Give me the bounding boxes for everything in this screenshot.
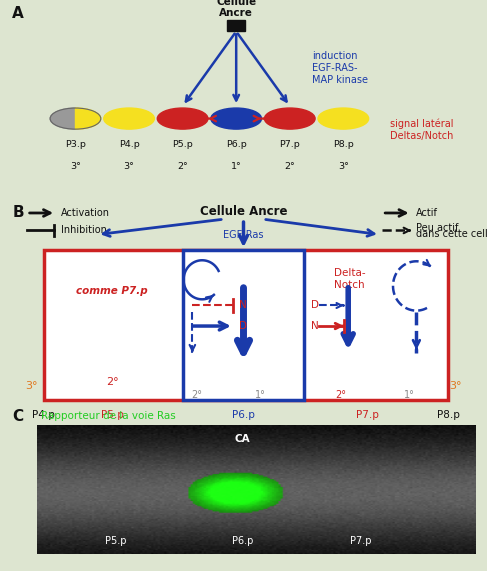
Text: induction
EGF-RAS-
MAP kinase: induction EGF-RAS- MAP kinase bbox=[312, 51, 368, 86]
Text: 3°: 3° bbox=[338, 162, 349, 171]
Text: 3°: 3° bbox=[449, 381, 462, 391]
Text: CA: CA bbox=[235, 435, 250, 444]
Text: A: A bbox=[12, 6, 24, 21]
Text: 3°: 3° bbox=[124, 162, 134, 171]
Text: D: D bbox=[239, 321, 246, 331]
Circle shape bbox=[104, 108, 154, 129]
Text: 1°: 1° bbox=[404, 390, 414, 400]
Text: P6.p: P6.p bbox=[232, 536, 253, 546]
Text: comme P7.p: comme P7.p bbox=[76, 286, 148, 296]
Text: P7.p: P7.p bbox=[280, 140, 300, 149]
Text: 2°: 2° bbox=[284, 162, 295, 171]
Text: 2°: 2° bbox=[336, 390, 346, 400]
Circle shape bbox=[318, 108, 369, 129]
Text: 3°: 3° bbox=[25, 381, 38, 391]
Text: P3.p: P3.p bbox=[65, 140, 86, 149]
Bar bbox=[227, 20, 245, 31]
Wedge shape bbox=[50, 108, 75, 129]
Text: Cellule Ancre: Cellule Ancre bbox=[200, 205, 287, 218]
Text: 1°: 1° bbox=[255, 390, 266, 400]
Text: Actif: Actif bbox=[416, 208, 438, 218]
Text: P4.p: P4.p bbox=[33, 411, 55, 420]
Text: N: N bbox=[239, 300, 246, 311]
Text: 3°: 3° bbox=[70, 162, 81, 171]
Circle shape bbox=[157, 108, 208, 129]
Text: N: N bbox=[311, 321, 318, 331]
Text: Inhibition: Inhibition bbox=[61, 226, 107, 235]
Text: Delta-
Notch: Delta- Notch bbox=[334, 268, 365, 290]
Wedge shape bbox=[75, 108, 101, 129]
Circle shape bbox=[264, 108, 315, 129]
Text: C: C bbox=[12, 409, 23, 424]
Text: P8.p: P8.p bbox=[333, 140, 354, 149]
Text: P6.p: P6.p bbox=[226, 140, 246, 149]
Text: Cellule
Ancre: Cellule Ancre bbox=[216, 0, 256, 18]
Text: P5.p: P5.p bbox=[172, 140, 193, 149]
Text: D: D bbox=[311, 300, 318, 311]
Text: P8.p: P8.p bbox=[437, 411, 459, 420]
Text: 1°: 1° bbox=[231, 162, 242, 171]
Text: P5.p: P5.p bbox=[105, 536, 126, 546]
Text: EGF-Ras: EGF-Ras bbox=[223, 230, 264, 240]
Text: Activation: Activation bbox=[61, 208, 110, 218]
Text: P7.p: P7.p bbox=[356, 411, 379, 420]
Text: 2°: 2° bbox=[192, 390, 203, 400]
Text: P7.p: P7.p bbox=[350, 536, 372, 546]
Circle shape bbox=[211, 108, 262, 129]
Text: P4.p: P4.p bbox=[119, 140, 139, 149]
Text: dans cette cellule: dans cette cellule bbox=[416, 229, 487, 239]
FancyBboxPatch shape bbox=[44, 250, 448, 400]
FancyBboxPatch shape bbox=[183, 250, 304, 400]
Text: P5.p: P5.p bbox=[101, 411, 123, 420]
Text: B: B bbox=[12, 205, 24, 220]
Text: signal latéral
Deltas/Notch: signal latéral Deltas/Notch bbox=[390, 118, 453, 141]
Text: Peu actif: Peu actif bbox=[416, 223, 459, 234]
Text: Rapporteur de la voie Ras: Rapporteur de la voie Ras bbox=[41, 411, 176, 421]
Text: 2°: 2° bbox=[106, 376, 118, 387]
Text: P6.p: P6.p bbox=[232, 411, 255, 420]
Text: 2°: 2° bbox=[177, 162, 188, 171]
